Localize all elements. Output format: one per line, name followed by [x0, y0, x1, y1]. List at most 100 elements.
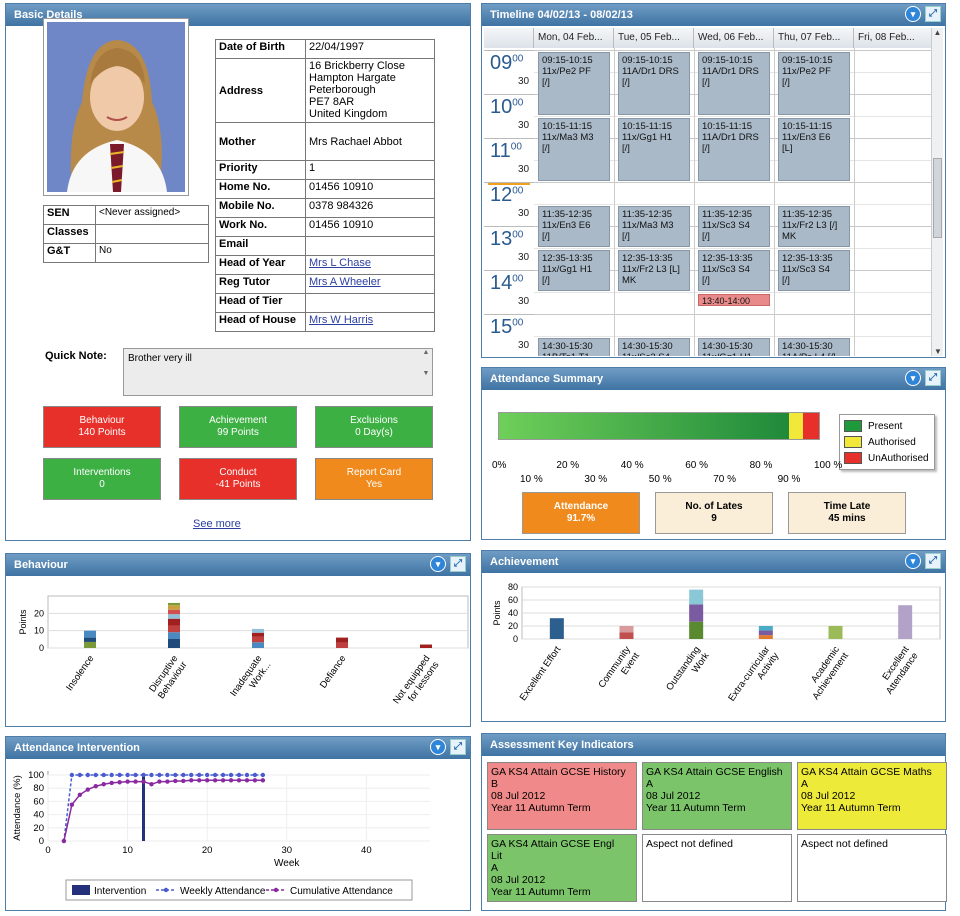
- timeline-day-header[interactable]: Fri, 08 Feb...: [854, 28, 931, 48]
- timeline-event[interactable]: 11:35-12:35 11x/Sc3 S4 [/]: [698, 206, 770, 247]
- expand-icon[interactable]: ⤢: [925, 553, 941, 569]
- bar-segment[interactable]: [168, 638, 180, 648]
- data-point[interactable]: [173, 772, 178, 778]
- bar-segment[interactable]: [689, 604, 704, 622]
- bar-segment[interactable]: [168, 605, 180, 610]
- data-point[interactable]: [141, 772, 146, 778]
- scroll-thumb[interactable]: [933, 158, 942, 238]
- dropdown-icon[interactable]: ▾: [430, 556, 446, 572]
- scroll-up-arrow[interactable]: ▲: [933, 28, 942, 37]
- timeline-event[interactable]: 12:35-13:35 11x/Sc3 S4 [/]: [698, 250, 770, 291]
- data-point[interactable]: [125, 779, 130, 784]
- summary-tile-interventions[interactable]: Interventions 0: [43, 458, 161, 500]
- timeline-day-header[interactable]: Tue, 05 Feb...: [614, 28, 694, 48]
- data-point[interactable]: [109, 780, 114, 786]
- quick-note-scrollbar[interactable]: ▲ ▼: [422, 349, 430, 377]
- data-point[interactable]: [220, 778, 226, 783]
- data-point[interactable]: [204, 778, 210, 783]
- data-point[interactable]: [189, 772, 194, 778]
- data-point[interactable]: [157, 779, 162, 784]
- summary-tile-behaviour[interactable]: Behaviour 140 Points: [43, 406, 161, 448]
- timeline-day-header[interactable]: Mon, 04 Feb...: [534, 28, 614, 48]
- bar-segment[interactable]: [252, 636, 264, 643]
- bar-segment[interactable]: [828, 626, 843, 639]
- bar-segment[interactable]: [252, 628, 264, 633]
- dropdown-icon[interactable]: ▾: [905, 6, 921, 22]
- data-point[interactable]: [244, 778, 250, 783]
- bar-segment[interactable]: [84, 630, 96, 638]
- assessment-indicator[interactable]: GA KS4 Attain GCSE Maths A 08 Jul 2012 Y…: [797, 762, 947, 830]
- details-value[interactable]: Mrs W Harris: [305, 312, 435, 332]
- intervention-bar[interactable]: [142, 775, 145, 841]
- expand-icon[interactable]: ⤢: [450, 556, 466, 572]
- data-point[interactable]: [197, 778, 202, 783]
- bar-segment[interactable]: [252, 632, 264, 637]
- bar-segment[interactable]: [252, 642, 264, 648]
- timeline-event[interactable]: 10:15-11:15 11A/Dr1 DRS [/]: [698, 118, 770, 181]
- data-point[interactable]: [244, 772, 250, 778]
- attendance-stat-attendance[interactable]: Attendance 91.7%: [522, 492, 640, 534]
- details-value[interactable]: Mrs L Chase: [305, 255, 435, 275]
- data-point[interactable]: [69, 802, 75, 807]
- data-point[interactable]: [77, 772, 83, 778]
- data-point[interactable]: [236, 778, 242, 783]
- assessment-indicator[interactable]: GA KS4 Attain GCSE Engl Lit A 08 Jul 201…: [487, 834, 637, 902]
- timeline-event[interactable]: 10:15-11:15 11x/En3 E6 [L]: [778, 118, 850, 181]
- bar-segment[interactable]: [84, 637, 96, 642]
- data-point[interactable]: [165, 779, 170, 784]
- attendance-stat-time-late[interactable]: Time Late 45 mins: [788, 492, 906, 534]
- data-point[interactable]: [204, 772, 210, 778]
- assessment-indicator[interactable]: Aspect not defined: [797, 834, 947, 902]
- data-point[interactable]: [61, 838, 67, 844]
- bar-segment[interactable]: [168, 614, 180, 619]
- data-point[interactable]: [109, 772, 114, 778]
- data-point[interactable]: [260, 772, 266, 778]
- timeline-event[interactable]: 14:30-15:30 11x/Gg1 H1: [698, 338, 770, 356]
- expand-icon[interactable]: ⤢: [450, 739, 466, 755]
- data-point[interactable]: [181, 778, 186, 784]
- bar-segment[interactable]: [689, 621, 704, 639]
- bar-segment[interactable]: [420, 644, 432, 648]
- bar-segment[interactable]: [168, 618, 180, 626]
- data-point[interactable]: [133, 772, 138, 778]
- data-point[interactable]: [101, 782, 106, 787]
- dropdown-icon[interactable]: ▾: [905, 553, 921, 569]
- bar-segment[interactable]: [336, 642, 348, 648]
- timeline-event[interactable]: 14:30-15:30 11A/Ps L4 [/]: [778, 338, 850, 356]
- data-point[interactable]: [189, 778, 194, 783]
- data-point[interactable]: [173, 778, 178, 784]
- data-point[interactable]: [260, 778, 266, 783]
- timeline-day-header[interactable]: Wed, 06 Feb...: [694, 28, 774, 48]
- timeline-event[interactable]: 11:35-12:35 11x/En3 E6 [/]: [538, 206, 610, 247]
- bar-segment[interactable]: [758, 626, 773, 631]
- expand-icon[interactable]: ⤢: [925, 370, 941, 386]
- data-point[interactable]: [212, 772, 218, 778]
- timeline-event[interactable]: 11:35-12:35 11x/Fr2 L3 [/] MK: [778, 206, 850, 247]
- summary-tile-exclusions[interactable]: Exclusions 0 Day(s): [315, 406, 433, 448]
- data-point[interactable]: [252, 772, 258, 778]
- data-point[interactable]: [133, 779, 138, 784]
- scroll-down-arrow[interactable]: ▼: [934, 347, 942, 356]
- data-point[interactable]: [69, 772, 75, 778]
- data-point[interactable]: [228, 778, 234, 783]
- data-point[interactable]: [101, 772, 106, 778]
- bar-segment[interactable]: [549, 618, 564, 639]
- timeline-event[interactable]: 12:35-13:35 11x/Gg1 H1 [/]: [538, 250, 610, 291]
- quick-note-field[interactable]: Brother very ill ▲ ▼: [123, 348, 433, 396]
- bar-segment[interactable]: [758, 635, 773, 639]
- dropdown-icon[interactable]: ▾: [905, 370, 921, 386]
- data-point[interactable]: [149, 782, 154, 787]
- data-point[interactable]: [85, 772, 90, 778]
- timeline-event[interactable]: 14:30-15:30 11x/Sc3 S4: [618, 338, 690, 356]
- data-point[interactable]: [228, 772, 234, 778]
- attendance-stat-no-of-lates[interactable]: No. of Lates 9: [655, 492, 773, 534]
- timeline-event[interactable]: 09:15-10:15 11x/Pe2 PF [/]: [778, 52, 850, 115]
- data-point[interactable]: [157, 772, 162, 778]
- bar-segment[interactable]: [689, 589, 704, 605]
- dropdown-icon[interactable]: ▾: [430, 739, 446, 755]
- data-point[interactable]: [181, 772, 186, 778]
- timeline-event[interactable]: 09:15-10:15 11A/Dr1 DRS [/]: [698, 52, 770, 115]
- summary-tile-conduct[interactable]: Conduct -41 Points: [179, 458, 297, 500]
- timeline-event[interactable]: 14:30-15:30 11B/Te1 T1: [538, 338, 610, 356]
- bar-segment[interactable]: [898, 605, 913, 639]
